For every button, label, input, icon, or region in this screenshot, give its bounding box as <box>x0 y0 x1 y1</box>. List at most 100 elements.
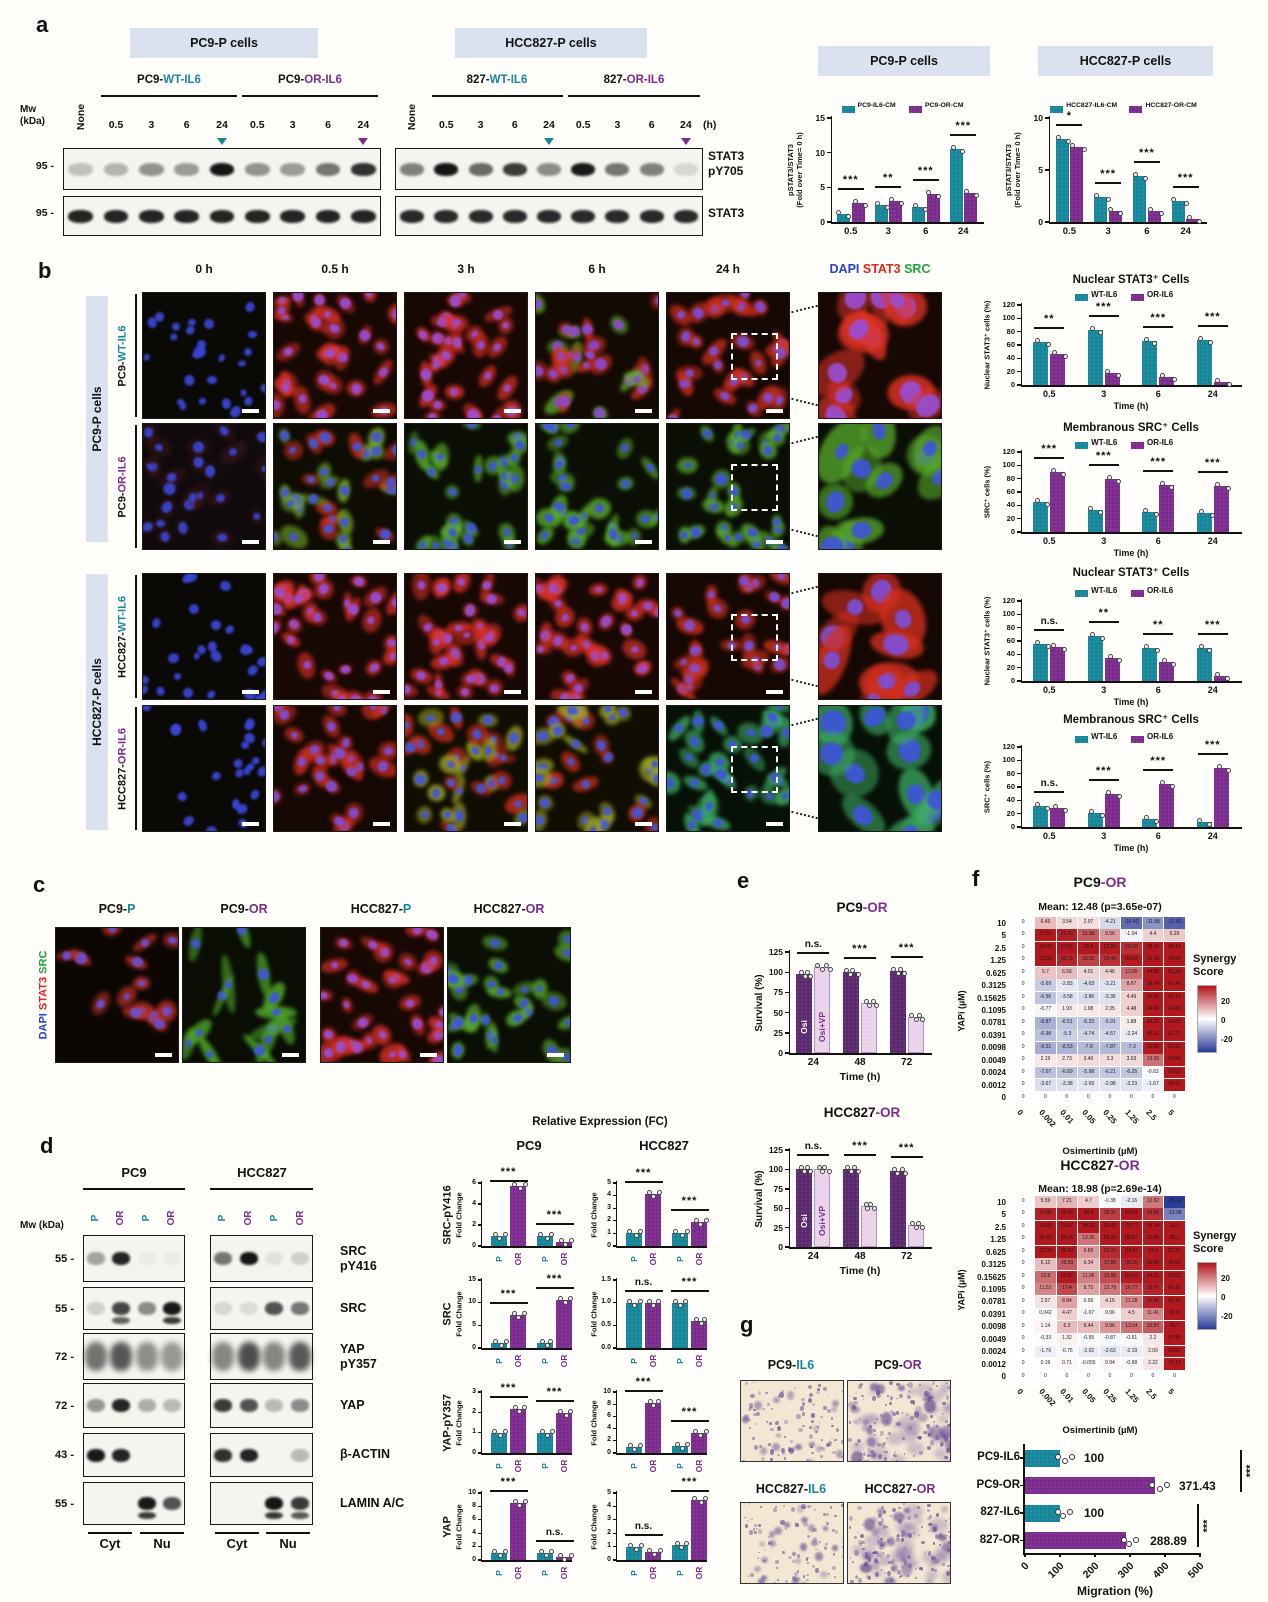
y-tick <box>612 1302 616 1304</box>
sig-label: *** <box>500 1166 517 1178</box>
stained-cell <box>744 1524 749 1529</box>
bar <box>1025 1532 1127 1549</box>
stained-cell-cluster <box>850 1441 864 1453</box>
heatmap-col-label: 0.05 <box>1080 1108 1098 1126</box>
data-point <box>807 1169 813 1175</box>
stained-cell <box>777 1453 780 1456</box>
stained-cell <box>873 1422 876 1424</box>
stained-cell <box>761 1574 768 1582</box>
data-point <box>897 967 903 973</box>
y-axis <box>615 1491 618 1561</box>
stained-cell <box>872 1396 877 1402</box>
blot-band <box>135 1342 158 1371</box>
chart-title: Nuclear STAT3⁺ Cells <box>1072 567 1190 579</box>
y-tick <box>477 1559 481 1561</box>
heatmap-cell: 9.56 <box>1099 929 1121 942</box>
bar <box>837 213 850 222</box>
sig-label: *** <box>681 1275 698 1288</box>
heatmap-cell: 36.94 <box>1142 1258 1164 1271</box>
heatmap-cell: 38.97 <box>1121 1233 1142 1246</box>
nucleus <box>166 652 180 665</box>
bar <box>814 1169 831 1247</box>
blot-band <box>84 1342 107 1371</box>
data-point <box>891 1166 897 1172</box>
microscopy-zoom-image <box>818 573 942 700</box>
sig-label: ** <box>1098 606 1110 619</box>
blot-band <box>291 1252 310 1265</box>
nucleus <box>202 317 216 331</box>
heatmap-cell: 0 <box>1012 1245 1035 1258</box>
stained-cell <box>879 1545 884 1551</box>
chart-row-label: YAP <box>441 1515 454 1538</box>
stained-cell <box>767 1535 771 1539</box>
nucleus <box>224 623 237 636</box>
y-tick-label: 1.5 <box>601 1275 611 1283</box>
stained-cell <box>887 1536 896 1547</box>
scale-bar <box>635 822 652 826</box>
heatmap-cell: 20.97 <box>1142 1283 1164 1296</box>
heatmap-cell: 13.89 <box>1121 966 1142 979</box>
stained-cell <box>787 1555 792 1560</box>
legend-swatch <box>1050 105 1064 113</box>
sig-label: ** <box>882 172 894 185</box>
data-point <box>1197 335 1203 341</box>
data-point <box>1090 325 1096 331</box>
stained-cell <box>942 1562 945 1566</box>
heatmap-cell: 0.19 <box>1035 1358 1056 1370</box>
data-point <box>935 194 941 200</box>
heatmap-cell: 4.7 <box>1078 1196 1099 1208</box>
heatmap-cell: -0.77 <box>1035 1004 1056 1017</box>
data-point <box>1097 329 1103 335</box>
heatmap-cell: 44.88 <box>1142 966 1164 979</box>
nucleus <box>420 810 429 820</box>
heatmap-cell: 0.71 <box>1056 1358 1078 1370</box>
data-point <box>545 1235 551 1241</box>
y-tick-label: 2 <box>607 1528 611 1536</box>
data-point <box>1198 509 1204 515</box>
blot-band <box>291 1497 310 1510</box>
stained-cell <box>895 1411 900 1415</box>
stained-cell <box>871 1528 880 1537</box>
transwell-image <box>740 1380 844 1462</box>
scale-bar <box>635 540 652 544</box>
stained-cell <box>859 1453 863 1455</box>
panel-a-label: a <box>36 12 49 37</box>
data-point <box>913 1017 919 1023</box>
y-tick <box>477 1224 481 1226</box>
heatmap-cell: 0 <box>1121 1091 1142 1104</box>
stained-cell-cluster <box>903 1504 924 1521</box>
stained-cell <box>820 1447 823 1450</box>
stained-cell <box>884 1577 896 1583</box>
data-point <box>1035 337 1041 343</box>
stained-cell-cluster <box>915 1518 924 1525</box>
y-tick-label: 120 <box>1002 596 1015 605</box>
blot-band <box>263 1342 286 1371</box>
blot-band <box>571 209 596 223</box>
heatmap-cell: 0 <box>1142 1091 1164 1104</box>
colorbar-tick-label: -20 <box>1221 1312 1233 1321</box>
stained-cell <box>807 1505 812 1508</box>
stained-cell <box>753 1530 758 1535</box>
stained-cell <box>872 1433 876 1436</box>
microscopy-image <box>142 705 266 832</box>
nucleus <box>168 721 184 737</box>
data-point <box>799 1165 804 1171</box>
heatmap-row-label: 0.0024 <box>981 1068 1006 1078</box>
lane-label: P <box>217 1214 229 1222</box>
data-point <box>1142 176 1148 182</box>
heatmap-cell: 62.45 <box>1164 979 1185 992</box>
heatmap-cell: 0 <box>1012 941 1035 954</box>
heatmap-row-label: 0.0391 <box>981 1030 1006 1040</box>
heatmap-cell: 61.8 <box>1164 1308 1185 1321</box>
data-point <box>1144 644 1150 650</box>
row-label: PC9-OR-IL6 <box>116 455 129 518</box>
data-point <box>693 1218 699 1224</box>
category-label: 827-OR <box>979 1533 1020 1546</box>
stained-cell <box>902 1531 910 1538</box>
y-tick-label: 2 <box>607 1216 611 1224</box>
stained-cell <box>749 1406 754 1411</box>
stained-cell-cluster <box>942 1402 950 1414</box>
data-point <box>847 972 853 978</box>
data-point <box>1116 793 1122 799</box>
heatmap-cell: 36.65 <box>1142 991 1164 1004</box>
